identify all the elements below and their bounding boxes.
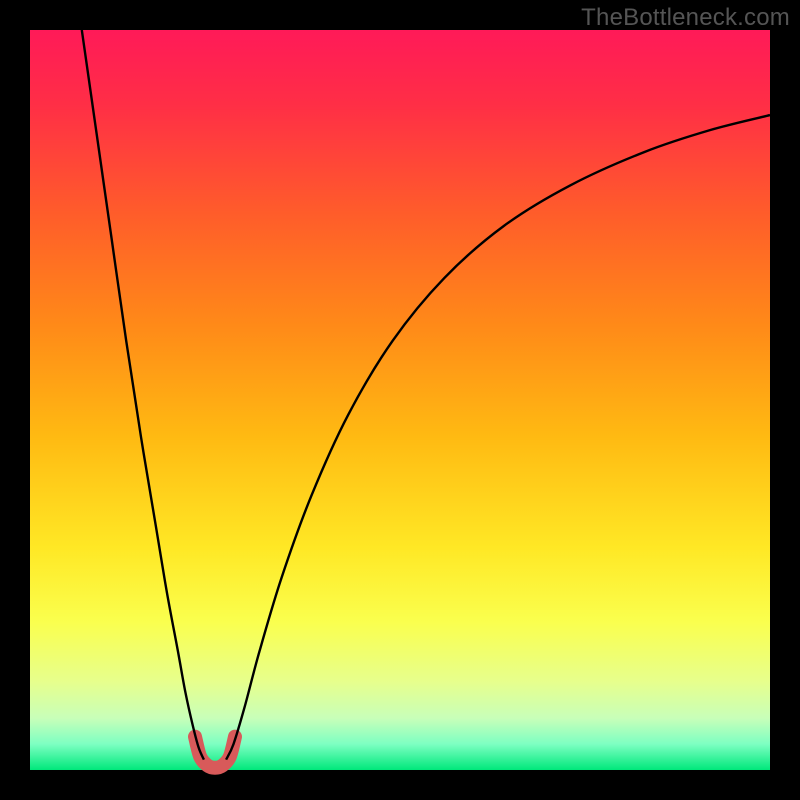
chart-container: TheBottleneck.com (0, 0, 800, 800)
bottleneck-chart (0, 0, 800, 800)
chart-gradient-bg (30, 30, 770, 770)
watermark-text: TheBottleneck.com (581, 4, 790, 32)
